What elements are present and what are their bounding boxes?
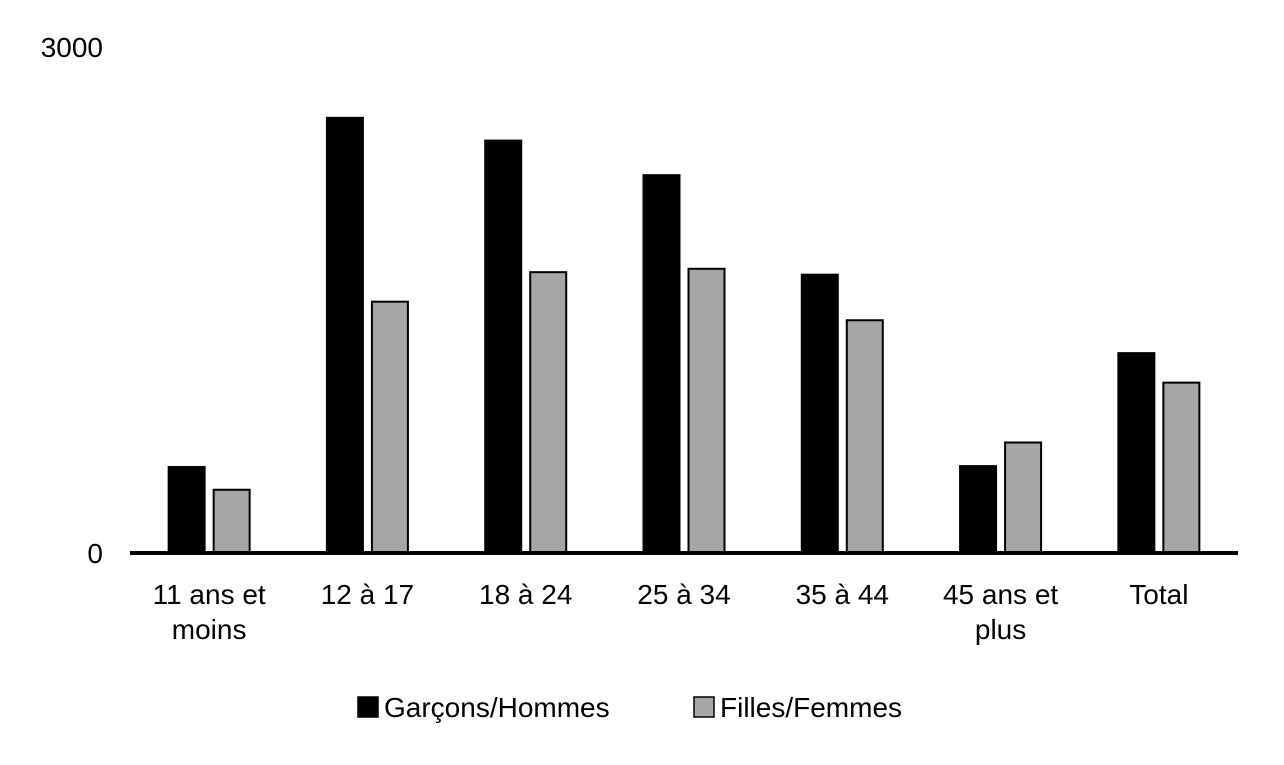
legend: Garçons/Hommes Filles/Femmes	[357, 692, 902, 723]
bars	[167, 116, 1201, 555]
legend-label: Filles/Femmes	[720, 692, 902, 723]
x-tick-label: Total	[1129, 579, 1188, 610]
bar-filles-femmes	[1004, 441, 1043, 555]
legend-label: Garçons/Hommes	[384, 692, 610, 723]
x-tick-label: 12 à 17	[321, 579, 414, 610]
y-tick-label: 3000	[41, 32, 103, 63]
bar-garcons-hommes	[959, 465, 998, 554]
bar-garcons-hommes	[1117, 352, 1156, 554]
bar-filles-femmes	[687, 267, 726, 554]
bar-filles-femmes	[529, 271, 568, 554]
x-tick-label: moins	[172, 614, 247, 645]
legend-swatch	[693, 696, 715, 718]
bar-garcons-hommes	[167, 465, 206, 555]
y-axis-ticks: 0 3000	[41, 32, 103, 569]
category-labels: 11 ans et moins 12 à 17 18 à 24 25 à 34 35 à …	[153, 579, 1189, 645]
bar-garcons-hommes	[484, 139, 523, 555]
x-tick-label: 35 à 44	[796, 579, 889, 610]
bar-filles-femmes	[212, 488, 251, 554]
bar-garcons-hommes	[325, 116, 364, 554]
x-tick-label: 25 à 34	[637, 579, 730, 610]
legend-swatch	[357, 696, 379, 718]
x-tick-label: 45 ans et	[943, 579, 1058, 610]
bar-garcons-hommes	[642, 174, 681, 554]
bar-garcons-hommes	[800, 273, 839, 554]
x-tick-label: plus	[975, 614, 1026, 645]
bar-filles-femmes	[370, 300, 409, 555]
y-tick-label: 0	[87, 538, 103, 569]
bar-filles-femmes	[1162, 381, 1201, 554]
x-tick-label: 11 ans et	[153, 579, 266, 610]
bar-filles-femmes	[845, 319, 884, 554]
x-tick-label: 18 à 24	[479, 579, 572, 610]
